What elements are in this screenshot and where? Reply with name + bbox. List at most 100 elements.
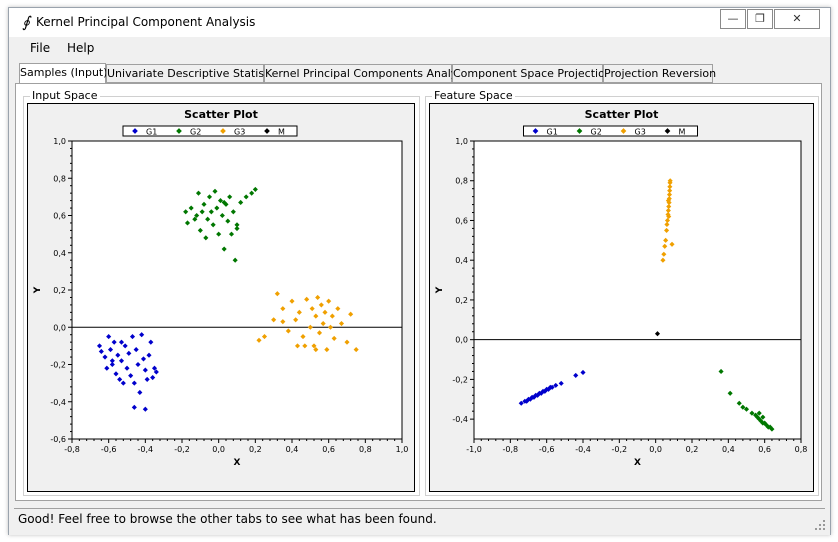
data-point-g2[interactable] bbox=[216, 231, 222, 237]
menu-help[interactable]: Help bbox=[67, 41, 95, 55]
data-point-g1[interactable] bbox=[142, 406, 148, 412]
data-point-g2[interactable] bbox=[227, 194, 233, 200]
data-point-g2[interactable] bbox=[232, 257, 238, 263]
minimize-button[interactable]: — bbox=[720, 9, 746, 29]
data-point-g3[interactable] bbox=[660, 257, 666, 263]
data-point-g2[interactable] bbox=[234, 225, 240, 232]
data-point-g3[interactable] bbox=[338, 320, 345, 327]
data-point-g2[interactable] bbox=[205, 216, 211, 222]
feature-space-scatter-chart[interactable]: Scatter Plot G1 G2 G3 M -1,0 -0,8 -0,6 -0,4 -0,2 0… bbox=[430, 104, 813, 491]
data-point-g1[interactable] bbox=[124, 365, 130, 371]
data-point-g2[interactable] bbox=[203, 235, 209, 241]
restore-button[interactable]: ❐ bbox=[747, 9, 773, 29]
data-point-g2[interactable] bbox=[234, 222, 240, 228]
legend-marker-g2 bbox=[576, 128, 583, 134]
menu-bar: File Help bbox=[9, 37, 830, 59]
x-tick-label: 0,0 bbox=[212, 445, 225, 454]
tab-projection-reversion[interactable]: Projection Reversion bbox=[603, 64, 716, 83]
data-point-g3[interactable] bbox=[662, 243, 668, 249]
data-point-g2[interactable] bbox=[192, 216, 198, 222]
data-point-g1[interactable] bbox=[135, 361, 141, 368]
data-point-g2[interactable] bbox=[756, 410, 762, 416]
data-point-g2[interactable] bbox=[201, 201, 207, 207]
data-point-g3[interactable] bbox=[669, 241, 675, 247]
y-tick-label: 0,6 bbox=[455, 216, 468, 225]
data-point-g2[interactable] bbox=[252, 186, 258, 192]
data-point-m[interactable] bbox=[654, 331, 661, 337]
data-point-g1[interactable] bbox=[549, 384, 555, 390]
data-point-g1[interactable] bbox=[126, 350, 132, 356]
data-point-g3[interactable] bbox=[667, 184, 673, 190]
data-point-g3[interactable] bbox=[271, 317, 277, 323]
data-point-g2[interactable] bbox=[228, 231, 235, 237]
data-point-g2[interactable] bbox=[749, 410, 755, 416]
close-button[interactable]: ✕ bbox=[774, 9, 820, 29]
data-point-g2[interactable] bbox=[210, 222, 216, 228]
data-point-g3[interactable] bbox=[335, 306, 341, 312]
tab-univariate-statistics[interactable]: Univariate Descriptive Statistics bbox=[106, 64, 283, 83]
data-point-g3[interactable] bbox=[302, 343, 308, 349]
x-tick-label: -0,8 bbox=[64, 445, 80, 454]
x-tick-label: 0,4 bbox=[286, 445, 299, 454]
legend-label-g1: G1 bbox=[547, 128, 558, 137]
data-point-g3[interactable] bbox=[296, 309, 302, 315]
data-point-g2[interactable] bbox=[212, 188, 218, 194]
tab-samples-input[interactable]: Samples (Input) bbox=[19, 63, 108, 84]
data-point-g3[interactable] bbox=[320, 320, 326, 327]
data-point-g2[interactable] bbox=[206, 194, 213, 200]
data-point-g2[interactable] bbox=[243, 194, 249, 200]
data-point-g2[interactable] bbox=[219, 212, 225, 219]
data-point-g2[interactable] bbox=[718, 368, 724, 374]
y-tick-label: 0,0 bbox=[53, 323, 66, 332]
data-point-g2[interactable] bbox=[743, 406, 750, 412]
data-point-g2[interactable] bbox=[214, 205, 220, 211]
chart-title: Scatter Plot bbox=[184, 108, 258, 121]
x-tick-label: 1,0 bbox=[396, 445, 409, 454]
data-point-g1[interactable] bbox=[128, 373, 134, 379]
data-point-g1[interactable] bbox=[139, 332, 145, 338]
data-point-g3[interactable] bbox=[344, 339, 350, 345]
data-point-g3[interactable] bbox=[307, 324, 313, 330]
data-point-g1[interactable] bbox=[111, 339, 117, 345]
menu-file[interactable]: File bbox=[30, 41, 51, 55]
title-bar[interactable]: ∮ Kernel Principal Component Analysis — … bbox=[9, 8, 830, 36]
legend-label-g1: G1 bbox=[146, 128, 157, 137]
data-point-g1[interactable] bbox=[144, 376, 150, 382]
x-tick-label: 0,0 bbox=[649, 445, 662, 454]
data-point-g3[interactable] bbox=[348, 311, 354, 317]
x-axis-label: X bbox=[234, 458, 241, 468]
data-point-g2[interactable] bbox=[188, 205, 194, 211]
resize-grip-icon[interactable] bbox=[814, 519, 826, 531]
data-point-g1[interactable] bbox=[151, 365, 158, 371]
data-point-g2[interactable] bbox=[197, 227, 203, 233]
data-point-g3[interactable] bbox=[256, 337, 262, 343]
tab-kernel-pca[interactable]: Kernel Principal Components Analysis bbox=[264, 64, 472, 83]
x-tick-label: 0,2 bbox=[249, 445, 262, 454]
y-tick-label: 0,8 bbox=[53, 174, 66, 183]
x-tick-label: -0,4 bbox=[575, 445, 591, 454]
data-point-g2[interactable] bbox=[221, 246, 227, 252]
data-point-g1[interactable] bbox=[102, 354, 108, 360]
data-point-g3[interactable] bbox=[313, 347, 319, 353]
data-point-g3[interactable] bbox=[285, 328, 291, 334]
x-tick-label: 0,4 bbox=[722, 445, 735, 454]
data-point-g2[interactable] bbox=[217, 198, 224, 204]
data-point-g2[interactable] bbox=[736, 400, 742, 406]
data-point-g1[interactable] bbox=[117, 376, 123, 382]
tab-component-space-projection[interactable]: Component Space Projection bbox=[452, 64, 612, 83]
legend-marker-g3 bbox=[620, 128, 627, 134]
input-space-group: Input Space Scatter Plot G1 G2 G3 M -0,8 -0,6-… bbox=[23, 89, 420, 496]
x-tick-label: 0,2 bbox=[686, 445, 699, 454]
data-point-g3[interactable] bbox=[316, 330, 323, 336]
x-tick-label: -1,0 bbox=[466, 445, 482, 454]
plot-area[interactable] bbox=[473, 140, 802, 440]
plot-area[interactable] bbox=[71, 140, 403, 440]
data-point-g2[interactable] bbox=[184, 220, 191, 226]
legend-label-g3: G3 bbox=[635, 128, 646, 137]
data-point-g2[interactable] bbox=[194, 212, 200, 219]
x-tick-label: 0,8 bbox=[795, 445, 808, 454]
data-point-g3[interactable] bbox=[324, 347, 330, 353]
data-point-g1[interactable] bbox=[104, 365, 110, 371]
data-point-g3[interactable] bbox=[261, 334, 268, 340]
